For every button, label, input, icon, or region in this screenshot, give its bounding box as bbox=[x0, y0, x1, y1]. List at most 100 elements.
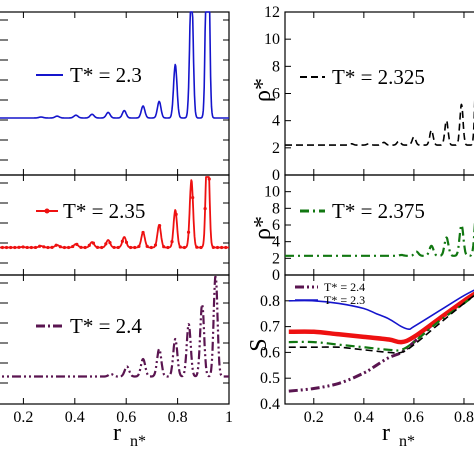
series-curve-2 bbox=[288, 291, 474, 345]
y-tick-label: 0 bbox=[272, 167, 280, 184]
series-point bbox=[191, 196, 195, 200]
series-point bbox=[108, 241, 112, 245]
series-point bbox=[112, 245, 116, 250]
series-point bbox=[215, 245, 220, 250]
series-point bbox=[46, 245, 50, 250]
series-point bbox=[120, 239, 124, 243]
series-point bbox=[91, 241, 96, 245]
series-point bbox=[38, 244, 42, 248]
series-point bbox=[95, 245, 100, 249]
series-point bbox=[178, 245, 182, 249]
series-point bbox=[42, 245, 46, 249]
legend-swatch-dot bbox=[44, 208, 50, 214]
series-point bbox=[75, 242, 79, 246]
series-point bbox=[166, 245, 170, 250]
series-point bbox=[157, 224, 162, 228]
left-x-label: 0.4 bbox=[65, 409, 85, 426]
y-tick-label: 6 bbox=[272, 86, 280, 103]
left-x-label: 0.2 bbox=[13, 409, 33, 426]
y-tick-label: 0.8 bbox=[260, 293, 280, 310]
y-tick-label: 0.4 bbox=[260, 396, 280, 413]
right-x-label: 0.4 bbox=[354, 409, 374, 426]
legend-label: T* = 2.325 bbox=[332, 65, 425, 89]
series-line-t2.4 bbox=[0, 275, 230, 378]
y-axis-title: ρ* bbox=[250, 78, 276, 102]
left-x-label: 1 bbox=[225, 409, 233, 426]
series-point bbox=[50, 245, 54, 249]
series-point bbox=[199, 245, 203, 250]
series-point bbox=[124, 240, 129, 244]
series-point bbox=[116, 245, 120, 250]
series-point bbox=[186, 230, 191, 234]
series-point bbox=[25, 245, 29, 250]
series-point bbox=[129, 245, 133, 250]
y-tick-label: 10 bbox=[264, 31, 280, 48]
series-point bbox=[87, 243, 91, 248]
series-point bbox=[224, 245, 228, 250]
x-axis-title: r bbox=[382, 420, 390, 446]
y-tick-label: 10 bbox=[264, 184, 280, 201]
x-axis-title-sub: n* bbox=[399, 433, 415, 450]
series-point bbox=[162, 245, 166, 249]
y-tick-label: 6 bbox=[272, 217, 280, 234]
y-tick-label: 4 bbox=[272, 234, 280, 251]
series-point bbox=[4, 245, 9, 250]
series-point bbox=[54, 243, 58, 247]
legend-label: T* = 2.3 bbox=[70, 63, 142, 87]
right-x-label: 0.6 bbox=[404, 409, 424, 426]
series-point bbox=[9, 245, 13, 250]
x-axis-title: r bbox=[113, 420, 121, 446]
series-point bbox=[141, 230, 145, 235]
series-point bbox=[195, 245, 199, 249]
y-axis-title: S bbox=[246, 338, 272, 351]
series-point bbox=[83, 245, 87, 250]
left-bottom-frame bbox=[0, 274, 230, 405]
right-middle-frame bbox=[284, 174, 474, 276]
series-line-t2.325 bbox=[284, 99, 474, 146]
left-x-label: 0.6 bbox=[116, 409, 136, 426]
series-point bbox=[66, 245, 71, 250]
series-point bbox=[133, 245, 137, 250]
series-point bbox=[21, 245, 25, 249]
series-point bbox=[104, 242, 108, 246]
series-point bbox=[211, 245, 215, 249]
y-tick-label: 0 bbox=[272, 267, 280, 284]
right-top-frame bbox=[284, 11, 474, 176]
y-tick-label: 8 bbox=[272, 200, 280, 217]
series-point bbox=[100, 245, 104, 250]
legend-label: T* = 2.3 bbox=[324, 293, 365, 307]
series-line-t2.375 bbox=[284, 221, 474, 257]
series-point bbox=[170, 239, 174, 244]
legend-label: T* = 2.4 bbox=[70, 314, 142, 338]
series-point bbox=[71, 244, 75, 249]
series-point bbox=[207, 177, 211, 181]
series-point bbox=[62, 245, 67, 250]
series-point bbox=[149, 245, 153, 250]
left-x-label: 0.8 bbox=[168, 409, 188, 426]
series-point bbox=[33, 245, 38, 250]
series-point bbox=[13, 245, 17, 250]
series-curve-3 bbox=[288, 294, 474, 352]
series-line-t2.3 bbox=[0, 11, 230, 119]
series-point bbox=[79, 245, 83, 249]
series-point bbox=[220, 245, 224, 250]
series-point bbox=[0, 245, 5, 250]
x-axis-title-sub: n* bbox=[130, 433, 146, 450]
y-tick-label: 12 bbox=[264, 4, 280, 21]
y-axis-title: ρ* bbox=[250, 216, 276, 240]
series-point bbox=[203, 207, 207, 211]
y-tick-label: 4 bbox=[272, 113, 280, 130]
legend-label: T* = 2.4 bbox=[324, 280, 365, 294]
series-point bbox=[29, 245, 33, 250]
series-point bbox=[145, 244, 149, 248]
right-bottom-frame bbox=[284, 274, 474, 405]
series-point bbox=[153, 243, 158, 247]
y-tick-label: 0.6 bbox=[260, 344, 280, 361]
right-x-label: 0.2 bbox=[304, 409, 324, 426]
y-tick-label: 8 bbox=[272, 58, 280, 75]
series-curve-4 bbox=[288, 294, 474, 354]
y-tick-label: 0.5 bbox=[260, 370, 280, 387]
legend-label: T* = 2.35 bbox=[63, 199, 145, 223]
y-tick-label: 0.7 bbox=[260, 319, 280, 336]
